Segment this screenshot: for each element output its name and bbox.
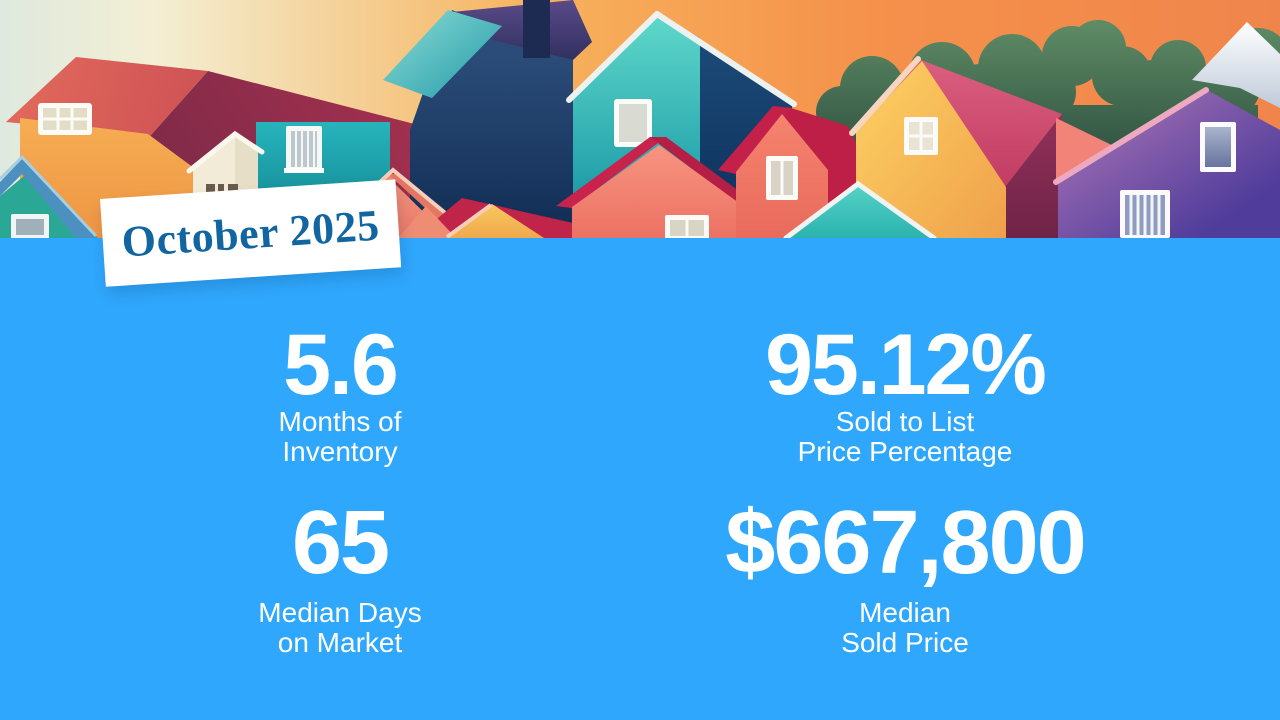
teal-wall-window [284, 126, 324, 173]
purple-house [1053, 22, 1280, 238]
navy-building [383, 0, 592, 238]
stat-label-line: on Market [277, 627, 403, 658]
cream-house-windows [206, 184, 238, 194]
orange-house-window [38, 103, 92, 135]
date-sign: October 2025 [100, 179, 402, 287]
teal-house-left [0, 154, 98, 238]
stat-label-line: Median [859, 597, 951, 628]
houses-illustration [0, 0, 1280, 238]
stat-label-line: Months of [278, 406, 402, 437]
yellow-house-window [904, 117, 938, 155]
yellow-house [849, 56, 1062, 238]
date-sign-label: October 2025 [120, 200, 381, 267]
salmon-house-right-window [766, 156, 798, 200]
white-roof [1192, 22, 1280, 108]
stat-value-months-of-inventory: 5.6 [283, 317, 399, 413]
teal-gable-foreground [783, 180, 937, 238]
stat-value-sold-to-list: 95.12% [765, 317, 1047, 413]
stat-label-line: Sold Price [841, 627, 969, 658]
teal-house-left-window [11, 214, 49, 238]
purple-house-window-lower [1120, 190, 1170, 238]
salmon-house-center [556, 137, 762, 238]
stat-value-median-sold-price: $667,800 [725, 493, 1086, 593]
stat-label-line: Inventory [282, 436, 398, 467]
stat-value-median-days: 65 [291, 493, 390, 593]
stat-label-months-of-inventory: Months of Inventory [130, 407, 550, 467]
stat-label-median-days: Median Days on Market [130, 598, 550, 658]
stat-label-line: Median Days [258, 597, 422, 628]
salmon-house-center-window [665, 215, 709, 238]
teal-house-main-window [614, 99, 652, 147]
stat-label-line: Sold to List [835, 406, 975, 437]
stat-label-median-sold-price: Median Sold Price [695, 598, 1115, 658]
stat-label-sold-to-list: Sold to List Price Percentage [695, 407, 1115, 467]
stat-label-line: Price Percentage [797, 436, 1013, 467]
purple-house-window-upper [1200, 122, 1236, 172]
